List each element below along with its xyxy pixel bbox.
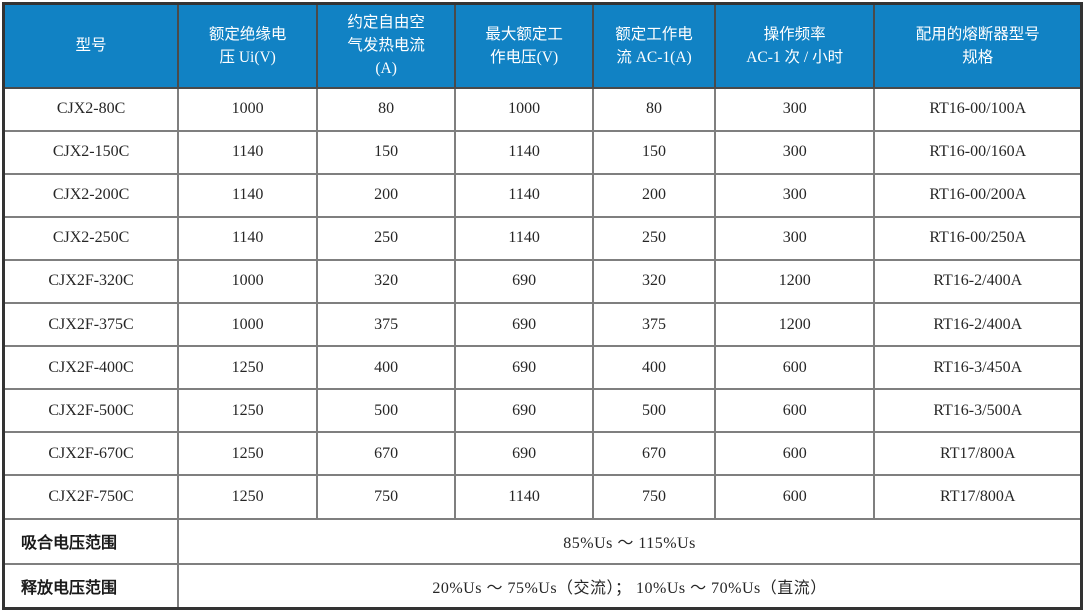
value-cell: 750: [592, 474, 716, 520]
value-cell: 320: [316, 258, 457, 304]
value-cell: 150: [592, 129, 716, 175]
value-cell: 1000: [177, 301, 319, 348]
value-cell: 1200: [713, 258, 876, 304]
value-cell: 690: [454, 301, 595, 348]
value-cell: 1000: [454, 86, 595, 132]
value-cell: 1250: [177, 345, 319, 391]
value-cell: 320: [592, 258, 716, 304]
release-voltage-label: 释放电压范围: [2, 562, 180, 610]
value-cell: RT16-00/100A: [873, 86, 1083, 132]
value-cell: 600: [713, 431, 876, 477]
column-header-6: 配用的熔断器型号 规格: [873, 2, 1083, 89]
value-cell: 300: [713, 129, 876, 175]
table-row: CJX2F-400C 1250 400 690 400 600 RT16-3/450A: [2, 345, 1083, 391]
value-cell: 80: [592, 86, 716, 132]
value-cell: 80: [316, 86, 457, 132]
column-header-4: 额定工作电 流 AC-1(A): [592, 2, 716, 89]
column-header-5: 操作频率 AC-1 次 / 小时: [713, 2, 876, 89]
value-cell: RT17/800A: [873, 474, 1083, 520]
value-cell: 1140: [177, 129, 319, 175]
value-cell: 670: [592, 431, 716, 477]
table-header: 型号 额定绝缘电 压 Ui(V) 约定自由空 气发热电流 (A) 最大额定工 作电压(…: [2, 2, 1083, 89]
value-cell: 1140: [454, 172, 595, 218]
value-cell: RT16-3/450A: [873, 345, 1083, 391]
value-cell: 670: [316, 431, 457, 477]
value-cell: 300: [713, 215, 876, 261]
table-footer: 吸合电压范围 85%Us ～ 115%Us 释放电压范围 20%Us ～ 75%…: [2, 517, 1083, 610]
value-cell: RT16-2/400A: [873, 301, 1083, 348]
value-cell: 1140: [177, 172, 319, 218]
model-cell: CJX2-250C: [2, 215, 180, 261]
model-cell: CJX2F-670C: [2, 431, 180, 477]
pickup-voltage-row: 吸合电压范围 85%Us ～ 115%Us: [2, 517, 1083, 565]
model-cell: CJX2-200C: [2, 172, 180, 218]
value-cell: 200: [592, 172, 716, 218]
table-row: CJX2-150C 1140 150 1140 150 300 RT16-00/160A: [2, 129, 1083, 175]
value-cell: 690: [454, 388, 595, 434]
value-cell: 600: [713, 345, 876, 391]
model-cell: CJX2F-375C: [2, 301, 180, 348]
value-cell: 1000: [177, 258, 319, 304]
value-cell: 1000: [177, 86, 319, 132]
value-cell: 500: [592, 388, 716, 434]
table-row: CJX2F-670C 1250 670 690 670 600 RT17/800A: [2, 431, 1083, 477]
value-cell: 750: [316, 474, 457, 520]
value-cell: 1140: [454, 474, 595, 520]
value-cell: 250: [592, 215, 716, 261]
release-voltage-row: 释放电压范围 20%Us ～ 75%Us（交流）； 10%Us ～ 70%Us（…: [2, 562, 1083, 610]
value-cell: 1250: [177, 388, 319, 434]
value-cell: 1140: [177, 215, 319, 261]
column-header-2: 约定自由空 气发热电流 (A): [316, 2, 457, 89]
model-cell: CJX2F-500C: [2, 388, 180, 434]
model-cell: CJX2F-400C: [2, 345, 180, 391]
value-cell: 1140: [454, 129, 595, 175]
value-cell: 600: [713, 474, 876, 520]
value-cell: 400: [316, 345, 457, 391]
header-row: 型号 额定绝缘电 压 Ui(V) 约定自由空 气发热电流 (A) 最大额定工 作电压(…: [2, 2, 1083, 89]
value-cell: RT16-00/160A: [873, 129, 1083, 175]
model-cell: CJX2-150C: [2, 129, 180, 175]
value-cell: 375: [316, 301, 457, 348]
value-cell: RT16-00/200A: [873, 172, 1083, 218]
value-cell: 1140: [454, 215, 595, 261]
column-header-1: 额定绝缘电 压 Ui(V): [177, 2, 319, 89]
value-cell: 690: [454, 258, 595, 304]
value-cell: RT16-00/250A: [873, 215, 1083, 261]
value-cell: 200: [316, 172, 457, 218]
value-cell: 375: [592, 301, 716, 348]
table-row: CJX2F-320C 1000 320 690 320 1200 RT16-2/400A: [2, 258, 1083, 304]
release-voltage-value: 20%Us ～ 75%Us（交流）； 10%Us ～ 70%Us（直流）: [177, 562, 1083, 610]
model-cell: CJX2F-320C: [2, 258, 180, 304]
value-cell: RT16-2/400A: [873, 258, 1083, 304]
model-cell: CJX2-80C: [2, 86, 180, 132]
pickup-voltage-label: 吸合电压范围: [2, 517, 180, 565]
value-cell: 1200: [713, 301, 876, 348]
column-header-0: 型号: [2, 2, 180, 89]
table-row: CJX2-250C 1140 250 1140 250 300 RT16-00/250A: [2, 215, 1083, 261]
value-cell: RT17/800A: [873, 431, 1083, 477]
value-cell: 690: [454, 345, 595, 391]
table-row: CJX2F-750C 1250 750 1140 750 600 RT17/800A: [2, 474, 1083, 520]
table-row: CJX2F-500C 1250 500 690 500 600 RT16-3/500A: [2, 388, 1083, 434]
value-cell: 300: [713, 86, 876, 132]
table-body: CJX2-80C 1000 80 1000 80 300 RT16-00/100A CJX2-…: [2, 86, 1083, 520]
value-cell: 690: [454, 431, 595, 477]
value-cell: 1250: [177, 431, 319, 477]
value-cell: RT16-3/500A: [873, 388, 1083, 434]
table-row: CJX2F-375C 1000 375 690 375 1200 RT16-2/400A: [2, 301, 1083, 348]
value-cell: 250: [316, 215, 457, 261]
table-row: CJX2-200C 1140 200 1140 200 300 RT16-00/200A: [2, 172, 1083, 218]
value-cell: 600: [713, 388, 876, 434]
value-cell: 500: [316, 388, 457, 434]
model-cell: CJX2F-750C: [2, 474, 180, 520]
value-cell: 1250: [177, 474, 319, 520]
table-row: CJX2-80C 1000 80 1000 80 300 RT16-00/100A: [2, 86, 1083, 132]
column-header-3: 最大额定工 作电压(V): [454, 2, 595, 89]
value-cell: 300: [713, 172, 876, 218]
pickup-voltage-value: 85%Us ～ 115%Us: [177, 517, 1083, 565]
value-cell: 400: [592, 345, 716, 391]
value-cell: 150: [316, 129, 457, 175]
